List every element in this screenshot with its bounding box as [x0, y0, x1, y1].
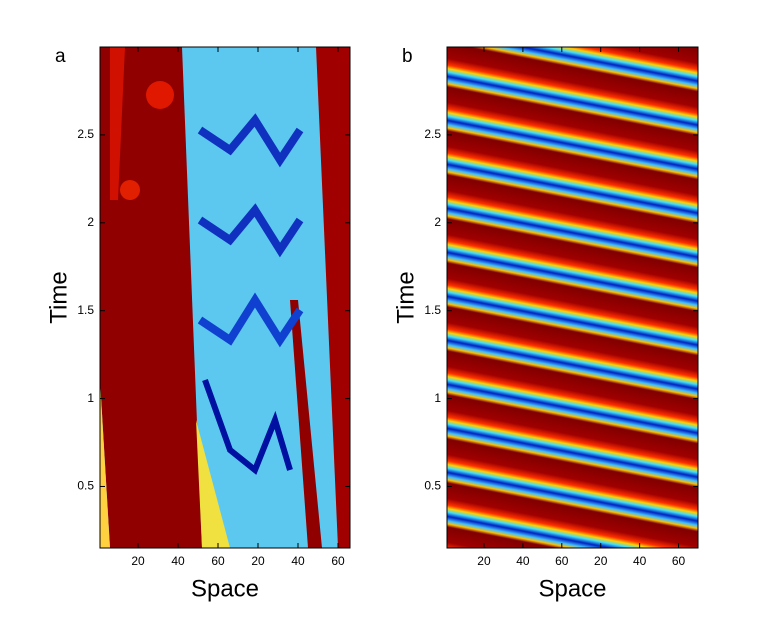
x-axis-label: Space: [538, 575, 606, 602]
y-tick-label: 2.5: [77, 127, 94, 141]
x-tick-label: 40: [516, 554, 530, 568]
y-tick-label: 1.5: [424, 303, 441, 317]
axes-frame: [446, 46, 699, 549]
y-tick-label: 0.5: [77, 479, 94, 493]
heatmap-b: [447, 47, 698, 548]
y-tick-label: 1: [434, 391, 441, 405]
y-axis-label: Time: [45, 271, 72, 323]
x-tick-label: 20: [477, 554, 491, 568]
x-tick-label: 60: [331, 554, 345, 568]
x-tick-label: 20: [131, 554, 145, 568]
y-tick-label: 0.5: [424, 479, 441, 493]
panel-label: b: [402, 46, 413, 67]
x-tick-label: 40: [171, 554, 185, 568]
x-tick-label: 20: [251, 554, 265, 568]
y-axis-label: Time: [392, 271, 419, 323]
y-tick-label: 1: [87, 391, 94, 405]
y-tick-label: 2.5: [424, 127, 441, 141]
x-tick-label: 40: [633, 554, 647, 568]
y-tick-label: 2: [87, 215, 94, 229]
x-tick-label: 60: [555, 554, 569, 568]
y-tick-label: 1.5: [77, 303, 94, 317]
x-tick-label: 20: [594, 554, 608, 568]
x-axis-label: Space: [191, 575, 259, 602]
axes-frame: [99, 46, 351, 549]
x-tick-label: 60: [672, 554, 686, 568]
x-tick-label: 60: [211, 554, 225, 568]
y-tick-label: 2: [434, 215, 441, 229]
x-tick-label: 40: [291, 554, 305, 568]
panel-label: a: [55, 46, 66, 67]
heatmap-a: [100, 47, 350, 548]
